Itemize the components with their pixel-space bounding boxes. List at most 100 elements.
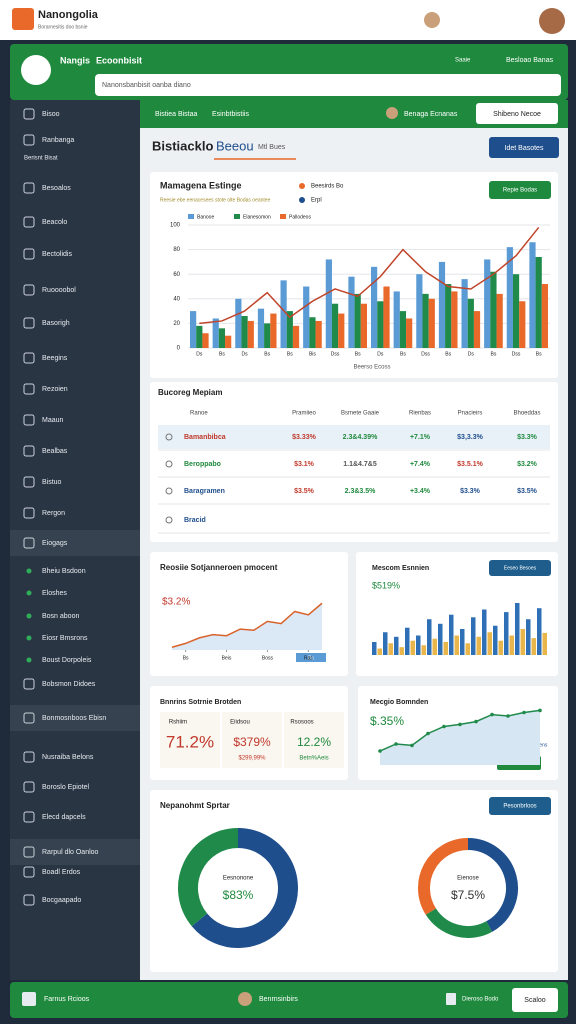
bar [461,279,468,348]
sub-tab[interactable]: Esinbtbistiis [212,111,249,118]
kpi-label: Eiidsou [230,720,250,726]
sidebar-item[interactable]: Bosn aboon [42,613,79,620]
sidebar-item[interactable]: Ranbanga [42,137,74,144]
bar [309,317,316,348]
legend-swatch [299,197,305,203]
kpi-value: 71.2% [166,732,214,751]
bar [416,274,423,348]
point [506,714,510,718]
button-label[interactable]: Eeseo Besoes [504,565,537,571]
table-cell: Baragramen [184,488,225,495]
header-subtitle: Ecoonbisit [96,55,142,65]
sidebar-item[interactable]: Beegins [42,355,68,362]
sidebar-dot [26,613,32,619]
bars-button[interactable] [489,560,551,576]
sidebar-item[interactable]: Eiosr Bmsrons [42,635,88,642]
bar [292,325,300,348]
bar [377,648,382,655]
avatar[interactable] [539,8,565,34]
sidebar-item[interactable]: Maaun [42,417,64,424]
row-icon [165,487,173,495]
bar [427,619,432,655]
sidebar-item[interactable]: Bistuo [42,479,62,486]
bar [399,647,404,655]
table-cell: $3.5% [517,488,538,495]
footer-icon [446,993,456,1005]
kpi-value: $379% [233,735,271,749]
sidebar-item[interactable]: Bonmosnboos Ebisn [42,715,106,722]
row-icon [165,516,173,524]
point [522,710,526,715]
table-cell: +3.4% [410,488,431,495]
sidebar-item[interactable]: Eiogags [42,540,68,547]
bar [338,313,345,348]
donut-button[interactable] [489,797,551,815]
legend-label: Pallodeos [289,214,311,220]
bar [493,625,498,655]
sidebar-item[interactable]: Rergon [42,510,65,517]
sidebar-item[interactable]: Eloshes [42,590,67,597]
button-label[interactable]: Shibeno Necoe [493,111,541,118]
bar [542,632,547,655]
sidebar-item[interactable]: Boust Dorpoleis [42,657,92,664]
chart-button[interactable] [489,181,551,199]
button-label[interactable]: Repie Bodas [503,188,537,194]
page-tab[interactable]: Beeou [216,138,254,153]
sidebar-item[interactable]: Boroslo Epiotel [42,784,90,791]
sidebar-item[interactable]: Besoalos [42,185,71,192]
sidebar-item[interactable]: Berisnt Bisat [24,156,58,162]
area [172,603,322,650]
donut-value: $83% [223,888,254,902]
bar [471,617,476,655]
sidebar-item[interactable]: Elecd dapcels [42,814,86,821]
bar [270,313,277,348]
search-input[interactable] [95,74,561,96]
sidebar-icon [23,866,35,878]
sidebar-item[interactable]: Boadl Erdos [42,869,81,876]
sidebar-item[interactable]: Nusraiba Belons [42,754,94,761]
button-label[interactable]: Idet Basotes [505,145,544,152]
donut-label: Eesnonone [223,876,254,882]
column-header: Bhoeddas [513,411,540,417]
sidebar-item[interactable]: Bealbas [42,448,68,455]
bar [190,311,197,348]
page-button[interactable] [489,137,559,158]
sub-tab[interactable]: Bistiea Bistaa [155,111,198,118]
button-label[interactable]: Scaloo [524,997,546,1004]
sidebar-item[interactable]: Rarpul dlo Oanloo [42,849,99,856]
sidebar-icon [23,894,35,906]
sidebar-item[interactable]: Ruoooobol [42,287,76,294]
donut-segment [425,908,493,938]
legend-label: Beesirds Bo [311,184,344,190]
avatar[interactable] [424,12,440,28]
user-name: Besloao Banas [506,57,554,64]
legend-swatch [299,183,305,189]
chart-subtitle: Reesie ebe eenacesees stote olte Bodas o… [160,197,271,203]
sidebar-item[interactable]: Bocgaapado [42,897,81,904]
sidebar-dot [26,635,32,641]
sidebar-item[interactable]: Bisoo [42,111,60,118]
bar [371,266,378,348]
bar [280,280,287,348]
x-tick-label: Dss [512,351,521,357]
search-placeholder[interactable]: Nanonsbanbisit oanba diano [102,82,191,89]
button-label[interactable]: Pesonbrloos [503,804,536,810]
sidebar-item[interactable]: Bobsmon Didoes [42,681,96,688]
x-tick-label: Ds [468,351,475,357]
bar [399,311,407,348]
card-title: Reosiie Sotjanneroen pmocent [160,563,278,572]
sidebar-item[interactable]: Beacolo [42,219,67,226]
sidebar-dot [26,568,32,574]
kpi-box [222,712,282,768]
sub-button[interactable] [476,103,558,124]
footer-button[interactable] [512,988,558,1012]
footer-item[interactable]: Dieroso Bodo [462,997,499,1003]
footer-icon [22,992,36,1006]
sidebar-item[interactable]: Bectolidis [42,251,72,258]
kpi-sub: Betn%Aeis [299,756,328,762]
bar [449,614,454,655]
bar [202,333,209,348]
sidebar-item[interactable]: Rezoien [42,386,68,393]
sidebar-item[interactable]: Basorigh [42,320,70,327]
sidebar-item[interactable]: Bheiu Bsdoon [42,568,86,575]
